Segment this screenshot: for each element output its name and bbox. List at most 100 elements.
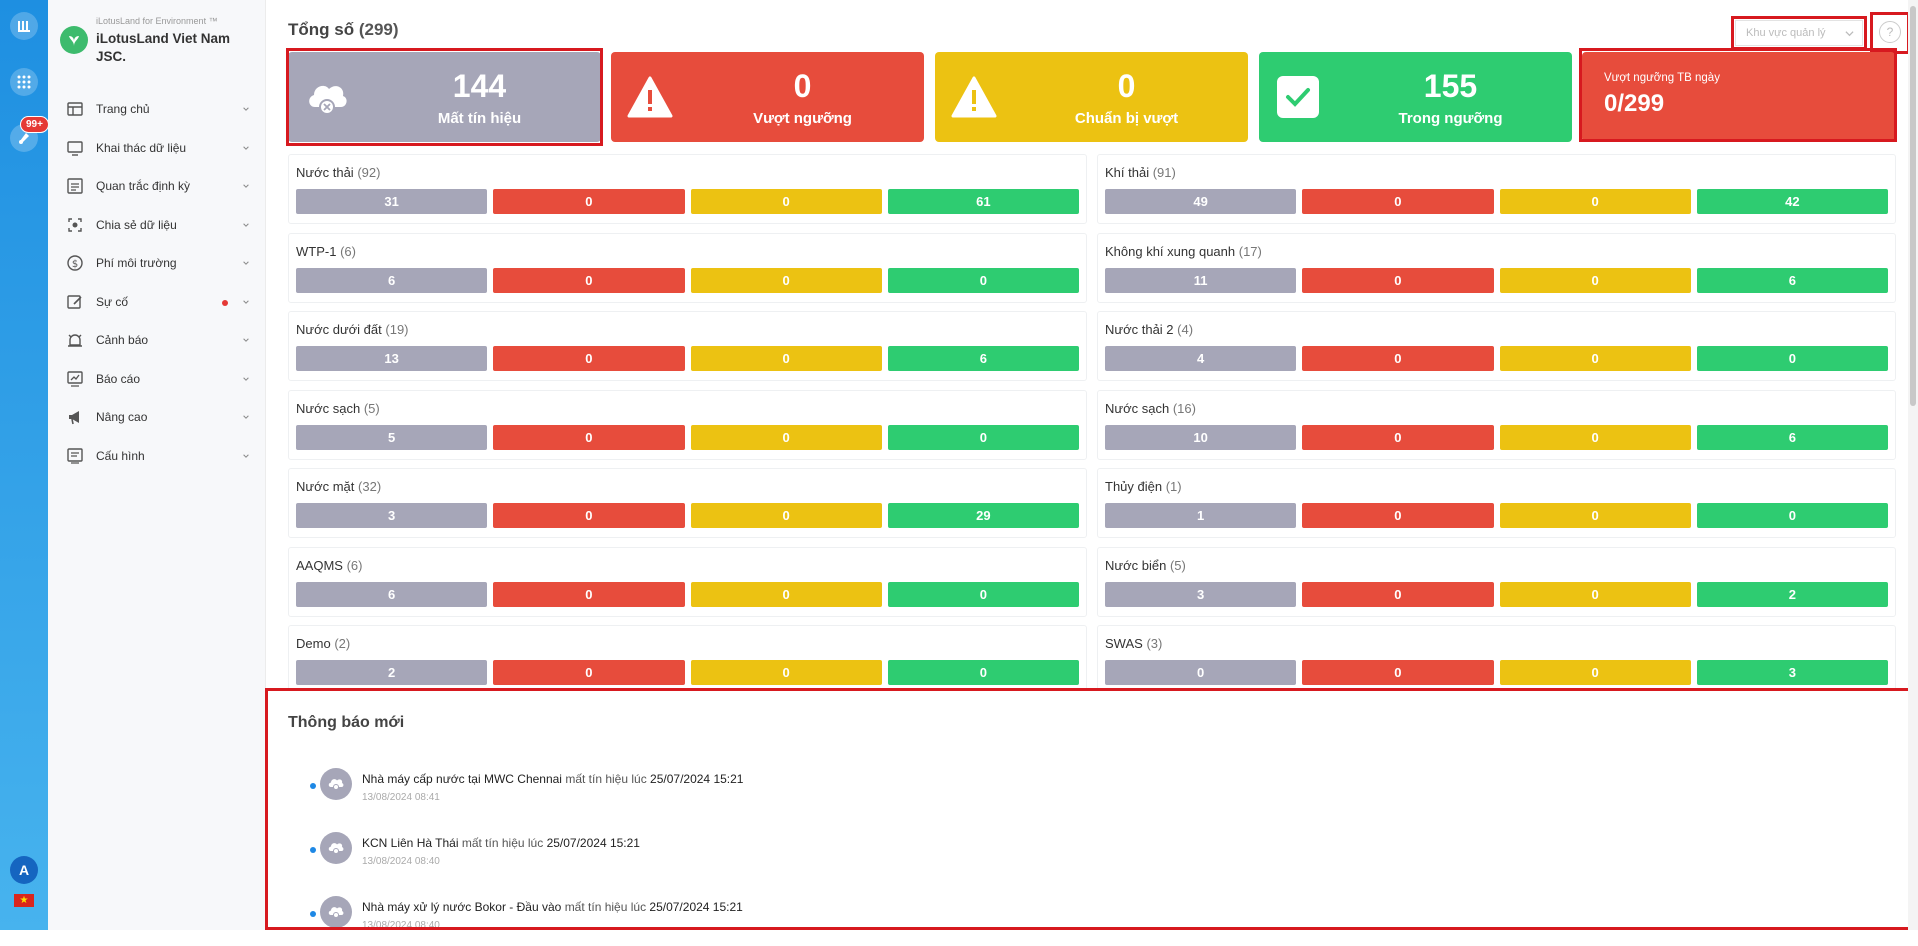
preparing-bar[interactable]: 0	[690, 581, 882, 607]
exceeded-bar[interactable]: 0	[493, 346, 685, 371]
within-bar[interactable]: 6	[1696, 267, 1888, 293]
lost-signal-bar[interactable]: 5	[296, 424, 488, 450]
apps-grid-icon[interactable]	[10, 68, 38, 96]
station-group-card[interactable]: Nước sạch (16) 10 0 0 6	[1097, 389, 1896, 460]
within-bar[interactable]: 0	[1696, 503, 1888, 528]
lost-signal-bar[interactable]: 13	[296, 346, 488, 371]
exceeded-bar[interactable]: 0	[493, 424, 685, 450]
within-bar[interactable]: 0	[1696, 346, 1888, 371]
lost-signal-bar[interactable]: 0	[1105, 660, 1297, 685]
lost-signal-bar[interactable]: 3	[1105, 581, 1297, 607]
preparing-bar[interactable]: 0	[1499, 189, 1691, 214]
notification-item[interactable]: Nhà máy cấp nước tại MWC Chennai mất tín…	[310, 768, 1210, 818]
within-bar[interactable]: 0	[887, 424, 1079, 450]
preparing-card[interactable]: 0 Chuẩn bị vượt	[935, 52, 1248, 142]
station-group-card[interactable]: Không khí xung quanh (17) 11 0 0 6	[1097, 232, 1896, 303]
lost-signal-bar[interactable]: 4	[1105, 346, 1297, 371]
station-group-card[interactable]: Khí thải (91) 49 0 0 42	[1097, 154, 1896, 224]
preparing-bar[interactable]: 0	[690, 189, 882, 214]
station-group-card[interactable]: Nước mặt (32) 3 0 0 29	[288, 468, 1087, 538]
station-group-card[interactable]: Nước biển (5) 3 0 0 2	[1097, 546, 1896, 617]
sidebar-item-3[interactable]: Quan trắc định kỳ	[48, 167, 266, 206]
lost-signal-bar[interactable]: 49	[1105, 189, 1297, 214]
within-bar[interactable]: 2	[1696, 581, 1888, 607]
preparing-bar[interactable]: 0	[1499, 424, 1691, 450]
exceeded-bar[interactable]: 0	[493, 189, 685, 214]
station-group-card[interactable]: Nước thải 2 (4) 4 0 0 0	[1097, 311, 1896, 381]
exceeded-bar[interactable]: 0	[493, 581, 685, 607]
station-group-card[interactable]: SWAS (3) 0 0 0 3	[1097, 625, 1896, 688]
station-group-name: Nước sạch	[296, 400, 361, 416]
sidebar-item-8[interactable]: Báo cáo	[48, 360, 266, 399]
within-bar[interactable]: 0	[887, 267, 1079, 293]
preparing-bar[interactable]: 0	[690, 424, 882, 450]
lost-signal-bar[interactable]: 11	[1105, 267, 1297, 293]
exceeded-bar[interactable]: 0	[493, 660, 685, 685]
preparing-bar[interactable]: 0	[1499, 346, 1691, 371]
lost-signal-card[interactable]: 144 Mất tín hiệu	[288, 52, 601, 142]
sidebar-item-2[interactable]: Khai thác dữ liệu	[48, 129, 266, 168]
preparing-bar[interactable]: 0	[1499, 581, 1691, 607]
lost-signal-bar[interactable]: 10	[1105, 424, 1297, 450]
language-flag-icon[interactable]: ★	[14, 894, 34, 907]
lost-signal-bar[interactable]: 2	[296, 660, 488, 685]
exceeded-bar[interactable]: 0	[493, 503, 685, 528]
lost-signal-bar[interactable]: 31	[296, 189, 488, 214]
sidebar-item-10[interactable]: Cấu hình	[48, 437, 266, 476]
station-group-card[interactable]: WTP-1 (6) 6 0 0 0	[288, 232, 1087, 303]
within-bar[interactable]: 61	[887, 189, 1079, 214]
preparing-bar[interactable]: 0	[1499, 267, 1691, 293]
within-card[interactable]: 155 Trong ngưỡng	[1259, 52, 1572, 142]
lost-signal-bar[interactable]: 6	[296, 581, 488, 607]
exceeded-bar[interactable]: 0	[1302, 581, 1494, 607]
station-group-card[interactable]: Demo (2) 2 0 0 0	[288, 625, 1087, 688]
within-bar[interactable]: 3	[1696, 660, 1888, 685]
page-scrollbar[interactable]	[1908, 0, 1918, 930]
monitor-icon	[66, 139, 84, 157]
lost-signal-bar[interactable]: 3	[296, 503, 488, 528]
lost-signal-bar[interactable]: 1	[1105, 503, 1297, 528]
user-avatar[interactable]: A	[10, 856, 38, 884]
preparing-bar[interactable]: 0	[690, 503, 882, 528]
exceeded-bar[interactable]: 0	[493, 267, 685, 293]
region-select[interactable]: Khu vực quản lý	[1735, 20, 1863, 46]
lost-signal-bar[interactable]: 6	[296, 267, 488, 293]
station-group-card[interactable]: Nước thải (92) 31 0 0 61	[288, 154, 1087, 224]
scrollbar-thumb[interactable]	[1910, 6, 1916, 406]
sidebar-item-4[interactable]: Chia sẻ dữ liệu	[48, 206, 266, 245]
within-bar[interactable]: 42	[1696, 189, 1888, 214]
app-logo-icon[interactable]	[10, 12, 38, 40]
sidebar-item-7[interactable]: Cảnh báo	[48, 321, 266, 360]
notification-item[interactable]: Nhà máy xử lý nước Bokor - Đầu vào mất t…	[310, 896, 1210, 946]
exceeded-bar[interactable]: 0	[1302, 503, 1494, 528]
exceeded-bar[interactable]: 0	[1302, 660, 1494, 685]
station-group-card[interactable]: AAQMS (6) 6 0 0 0	[288, 546, 1087, 617]
within-bar[interactable]: 0	[887, 660, 1079, 685]
region-select-placeholder: Khu vực quản lý	[1746, 27, 1826, 39]
preparing-bar[interactable]: 0	[1499, 503, 1691, 528]
preparing-bar[interactable]: 0	[690, 267, 882, 293]
exceeded-bar[interactable]: 0	[1302, 346, 1494, 371]
status-bars: 49 0 0 42	[1105, 189, 1888, 214]
within-bar[interactable]: 29	[887, 503, 1079, 528]
station-group-card[interactable]: Nước dưới đất (19) 13 0 0 6	[288, 311, 1087, 381]
station-group-card[interactable]: Thủy điện (1) 1 0 0 0	[1097, 468, 1896, 538]
preparing-bar[interactable]: 0	[690, 346, 882, 371]
exceeded-bar[interactable]: 0	[1302, 424, 1494, 450]
sidebar-item-6[interactable]: Sự cố	[48, 283, 266, 322]
daily-average-card[interactable]: Vượt ngưỡng TB ngày 0/299	[1582, 52, 1895, 142]
exceeded-bar[interactable]: 0	[1302, 189, 1494, 214]
preparing-bar[interactable]: 0	[1499, 660, 1691, 685]
exceeded-bar[interactable]: 0	[1302, 267, 1494, 293]
help-button[interactable]: ?	[1879, 21, 1901, 43]
within-bar[interactable]: 6	[887, 346, 1079, 371]
sidebar-item-9[interactable]: Nâng cao	[48, 398, 266, 437]
within-bar[interactable]: 0	[887, 581, 1079, 607]
notification-item[interactable]: KCN Liên Hà Thái mất tín hiệu lúc 25/07/…	[310, 832, 1210, 882]
within-bar[interactable]: 6	[1696, 424, 1888, 450]
exceeded-card[interactable]: 0 Vượt ngưỡng	[611, 52, 924, 142]
sidebar-item-5[interactable]: $ Phí môi trường	[48, 244, 266, 283]
sidebar-item-1[interactable]: Trang chủ	[48, 90, 266, 129]
preparing-bar[interactable]: 0	[690, 660, 882, 685]
station-group-card[interactable]: Nước sạch (5) 5 0 0 0	[288, 389, 1087, 460]
